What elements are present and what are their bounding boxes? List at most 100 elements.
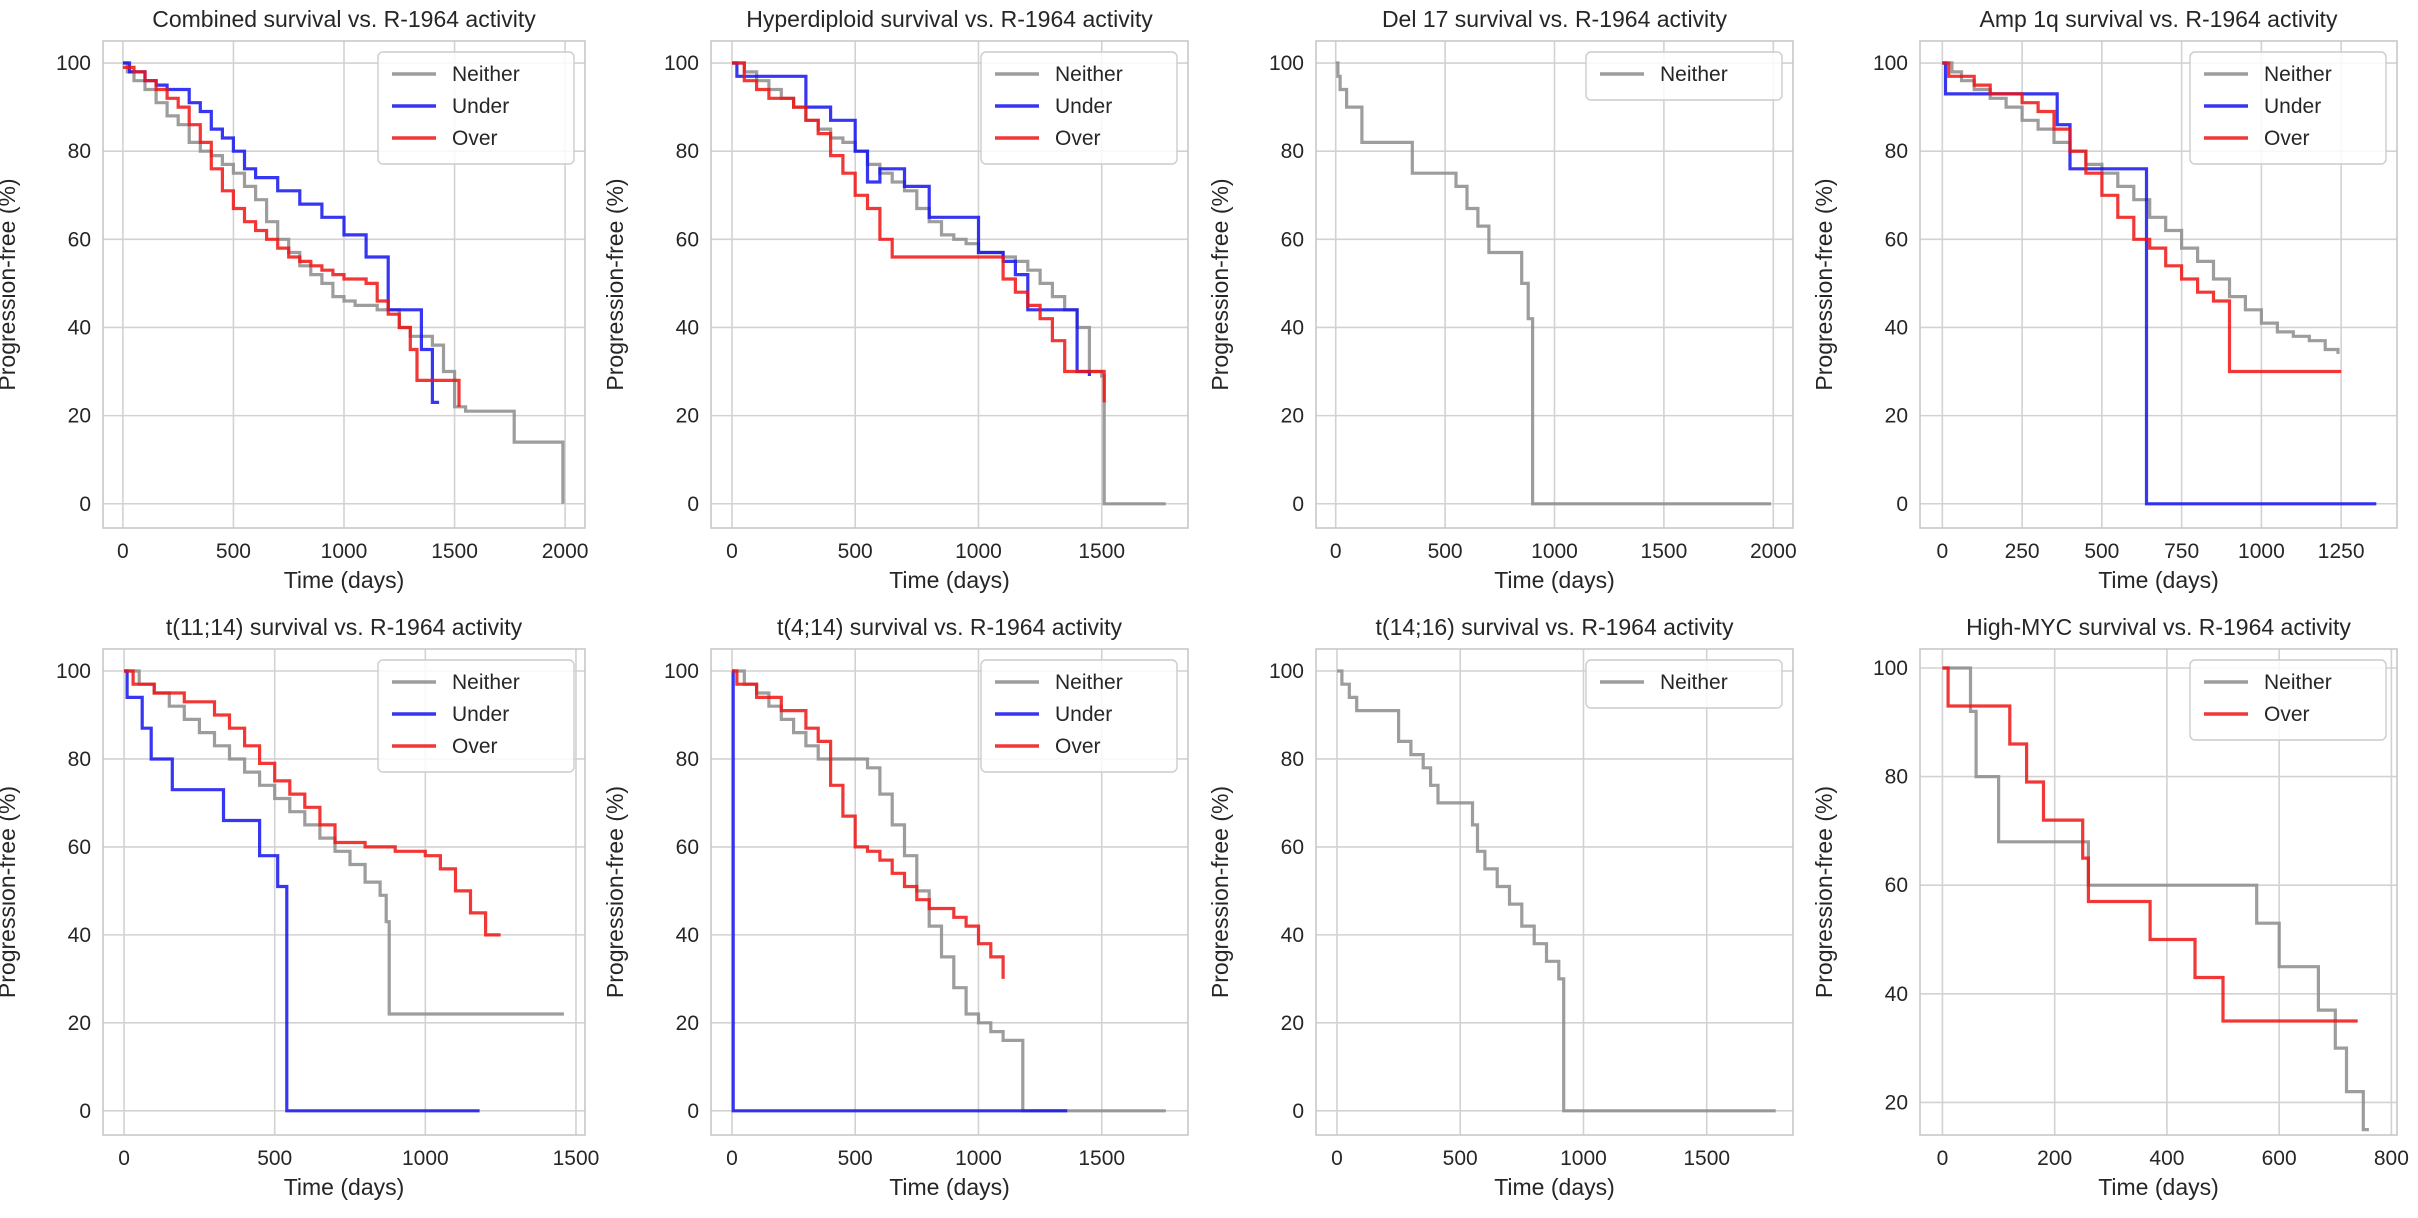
chart-1-ytick-label: 20 — [68, 405, 91, 428]
chart-4-ytick-label: 60 — [1885, 228, 1908, 251]
chart-7-plot-frame — [1315, 648, 1794, 1136]
chart-7-ylabel: Progression-free (%) — [1207, 786, 1233, 998]
chart-3-ytick-label: 40 — [1281, 316, 1304, 339]
chart-2-ytick-label: 60 — [676, 228, 699, 251]
chart-7-ytick-label: 0 — [1292, 1100, 1304, 1123]
chart-2-legend-label-under: Under — [1055, 95, 1112, 118]
chart-1-series-over — [122, 65, 461, 407]
chart-7-legend-box — [1585, 659, 1783, 709]
chart-6-plot-frame — [710, 648, 1189, 1136]
chart-3-xtick-label: 500 — [1428, 540, 1463, 563]
chart-5: 0 500 1000 1500 0 20 40 60 80 100 t(11;14) surviva… — [0, 614, 599, 1200]
chart-4-plot-frame — [1919, 40, 2398, 529]
chart-2-title: Hyperdiploid survival vs. R-1964 activit… — [746, 6, 1153, 32]
chart-1-ylabel: Progression-free (%) — [0, 178, 20, 390]
chart-6-ytick-label: 40 — [676, 924, 699, 947]
chart-6-legend-label-over: Over — [1055, 735, 1101, 758]
chart-1-title: Combined survival vs. R-1964 activity — [152, 6, 536, 32]
chart-1-series-neither — [122, 61, 565, 504]
chart-4: 0 250 500 750 1000 1250 0 20 40 60 80 100 Amp 1q sur… — [1811, 6, 2398, 593]
chart-5-legend-label-over: Over — [452, 735, 498, 758]
chart-4-series-over — [1942, 61, 2342, 374]
chart-8-legend-box — [2189, 659, 2387, 741]
chart-8-legend: Neither Over — [2189, 659, 2387, 741]
chart-1-legend-label-under: Under — [452, 95, 509, 118]
chart-7-legend: Neither — [1585, 659, 1783, 709]
chart-8: 0 200 400 600 800 20 40 60 80 100 High-MYC surviva… — [1811, 614, 2409, 1200]
chart-4-ytick-label: 0 — [1896, 493, 1908, 516]
chart-8-ytick-label: 80 — [1885, 766, 1908, 789]
chart-3-series-neither — [1335, 61, 1772, 506]
chart-4-xtick-label: 250 — [2005, 540, 2040, 563]
chart-3-ytick-label: 100 — [1269, 52, 1304, 75]
chart-6-ylabel: Progression-free (%) — [602, 786, 628, 998]
chart-5-xtick-label: 0 — [118, 1147, 130, 1170]
chart-3-xtick-label: 0 — [1330, 540, 1342, 563]
chart-8-xtick-label: 200 — [2037, 1147, 2072, 1170]
chart-5-legend-label-under: Under — [452, 703, 509, 726]
chart-4-xtick-label: 0 — [1936, 540, 1948, 563]
chart-2-ytick-label: 40 — [676, 316, 699, 339]
chart-8-plot-frame — [1919, 648, 2398, 1136]
chart-8-ytick-label: 60 — [1885, 874, 1908, 897]
chart-6-ytick-label: 60 — [676, 836, 699, 859]
chart-1-xtick-label: 2000 — [542, 540, 589, 563]
chart-3-legend-label-neither: Neither — [1660, 63, 1728, 86]
chart-7-ytick-label: 40 — [1281, 924, 1304, 947]
chart-1-xtick-label: 500 — [216, 540, 251, 563]
chart-1-xtick-label: 1000 — [321, 540, 368, 563]
chart-4-ytick-label: 40 — [1885, 316, 1908, 339]
chart-7-title: t(14;16) survival vs. R-1964 activity — [1376, 614, 1734, 640]
chart-6: 0 500 1000 1500 0 20 40 60 80 100 t(4;14) survival… — [602, 614, 1189, 1200]
chart-7-series-neither — [1337, 669, 1776, 1113]
chart-1-ytick-label: 0 — [79, 493, 91, 516]
chart-6-xtick-label: 1500 — [1078, 1147, 1125, 1170]
chart-2-ytick-label: 20 — [676, 405, 699, 428]
chart-1-legend: Neither Under Over — [377, 51, 575, 165]
chart-6-ytick-label: 80 — [676, 748, 699, 771]
chart-8-ylabel: Progression-free (%) — [1811, 786, 1837, 998]
chart-3-ylabel: Progression-free (%) — [1207, 178, 1233, 390]
chart-8-xtick-label: 800 — [2374, 1147, 2409, 1170]
chart-4-title: Amp 1q survival vs. R-1964 activity — [1980, 6, 2338, 32]
chart-8-ytick-label: 40 — [1885, 983, 1908, 1006]
chart-5-series-under — [124, 669, 480, 1113]
chart-1: 0 500 1000 1500 2000 0 20 40 60 80 100 Combined sur… — [0, 6, 588, 593]
chart-3-xtick-label: 1500 — [1641, 540, 1688, 563]
chart-7-ytick-label: 100 — [1269, 660, 1304, 683]
chart-1-legend-box — [377, 51, 575, 165]
chart-7-xtick-label: 500 — [1443, 1147, 1478, 1170]
chart-5-legend-label-neither: Neither — [452, 671, 520, 694]
chart-6-ytick-label: 0 — [687, 1100, 699, 1123]
chart-5-xtick-label: 1000 — [402, 1147, 449, 1170]
chart-5-ytick-label: 60 — [68, 836, 91, 859]
chart-2-series-over — [732, 61, 1106, 403]
chart-1-ytick-label: 100 — [56, 52, 91, 75]
chart-1-xlabel: Time (days) — [284, 567, 405, 593]
chart-7-legend-label-neither: Neither — [1660, 671, 1728, 694]
chart-3-xtick-label: 2000 — [1750, 540, 1797, 563]
chart-4-ytick-label: 80 — [1885, 140, 1908, 163]
chart-8-title: High-MYC survival vs. R-1964 activity — [1966, 614, 2351, 640]
chart-5-series-neither — [124, 669, 564, 1016]
chart-4-xtick-label: 500 — [2084, 540, 2119, 563]
chart-7-ytick-label: 60 — [1281, 836, 1304, 859]
chart-7-xtick-label: 1500 — [1683, 1147, 1730, 1170]
chart-1-ytick-label: 40 — [68, 316, 91, 339]
chart-3-ytick-label: 0 — [1292, 493, 1304, 516]
chart-2-xtick-label: 500 — [838, 540, 873, 563]
chart-2-xtick-label: 1500 — [1078, 540, 1125, 563]
chart-4-legend-label-neither: Neither — [2264, 63, 2332, 86]
chart-7-xlabel: Time (days) — [1494, 1174, 1615, 1200]
chart-6-series-over — [732, 669, 1005, 979]
chart-1-series-under — [122, 61, 440, 404]
chart-8-series-neither — [1942, 666, 2369, 1132]
chart-7-ytick-label: 80 — [1281, 748, 1304, 771]
chart-8-xtick-label: 400 — [2149, 1147, 2184, 1170]
chart-6-xtick-label: 1000 — [955, 1147, 1002, 1170]
chart-7: 0 500 1000 1500 0 20 40 60 80 100 t(14;16) surviva… — [1207, 614, 1794, 1200]
chart-1-legend-label-neither: Neither — [452, 63, 520, 86]
chart-3-ytick-label: 80 — [1281, 140, 1304, 163]
chart-8-xtick-label: 0 — [1937, 1147, 1949, 1170]
